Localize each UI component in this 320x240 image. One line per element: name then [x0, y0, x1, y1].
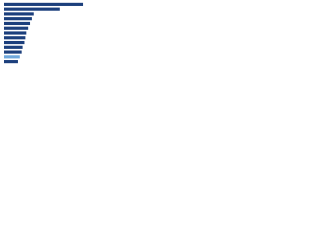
bar	[4, 12, 34, 16]
bar	[4, 40, 25, 45]
bar	[4, 36, 26, 40]
bar	[4, 17, 32, 21]
bar	[4, 45, 23, 49]
bar	[4, 21, 31, 26]
bar	[4, 31, 27, 35]
bar	[4, 26, 29, 30]
bar	[4, 60, 18, 64]
bar	[4, 55, 20, 59]
chart	[0, 0, 100, 71]
bar	[4, 50, 22, 54]
background	[0, 0, 100, 71]
bar	[4, 2, 84, 6]
bar	[4, 7, 60, 11]
